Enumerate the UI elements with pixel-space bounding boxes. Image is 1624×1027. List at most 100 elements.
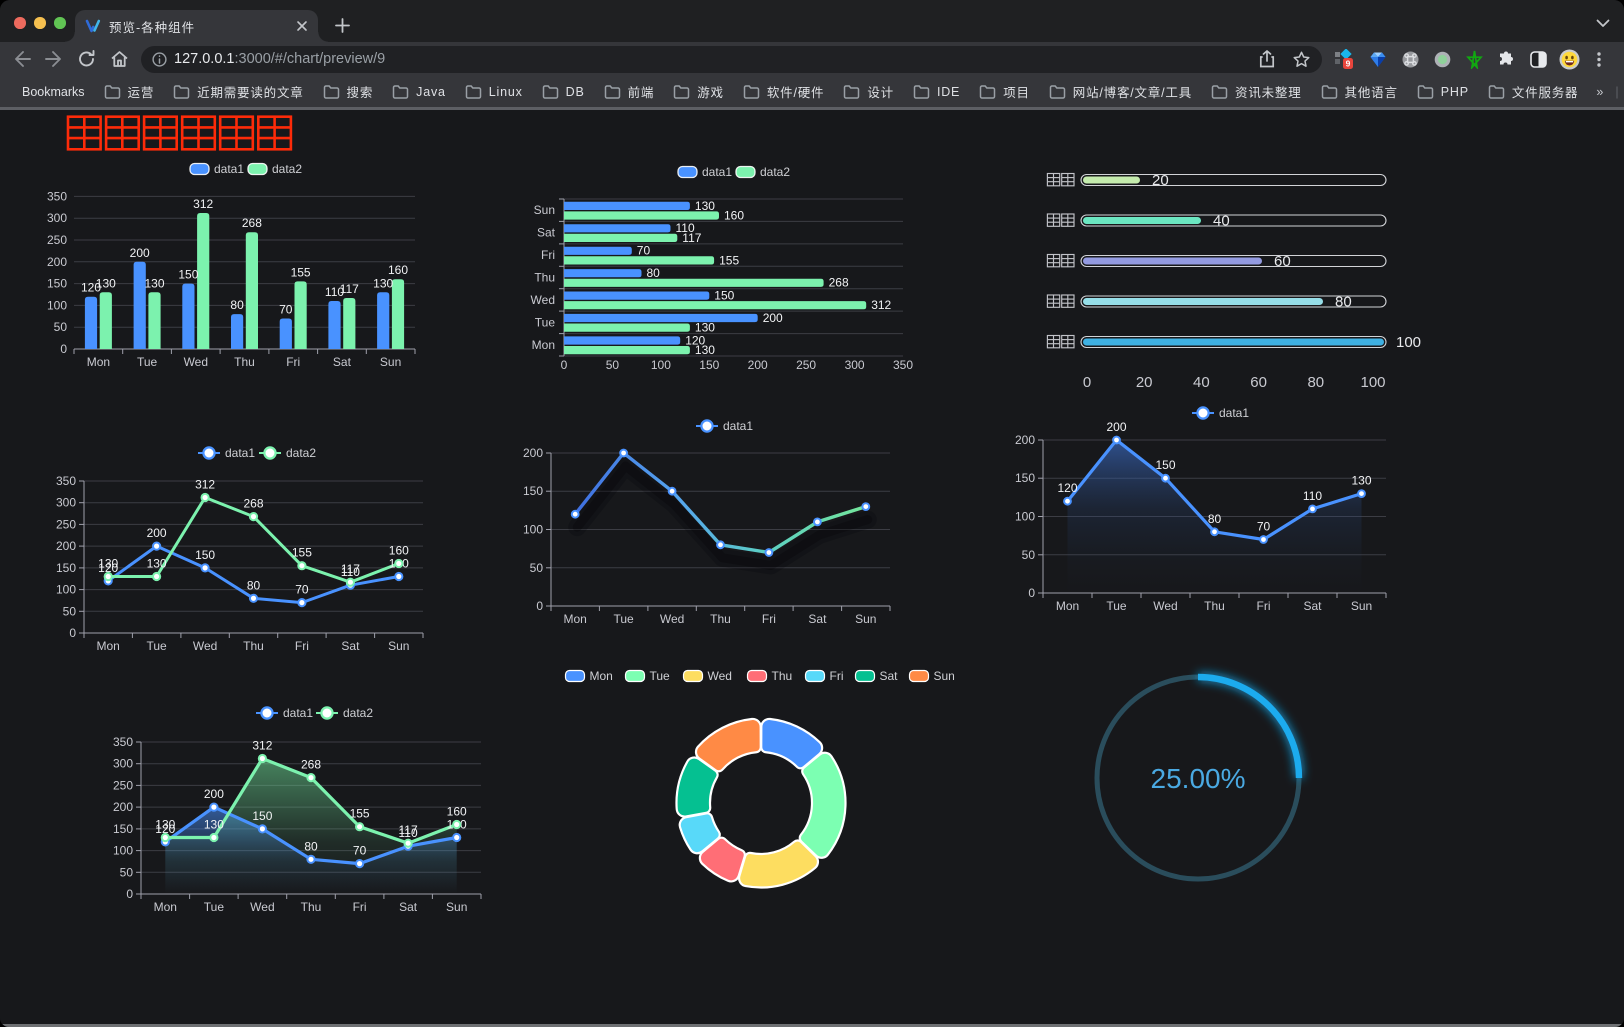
svg-text:0: 0 xyxy=(69,626,76,640)
svg-text:200: 200 xyxy=(130,246,150,260)
svg-text:130: 130 xyxy=(96,276,116,290)
svg-text:312: 312 xyxy=(193,197,213,211)
svg-text:312: 312 xyxy=(252,739,272,753)
svg-text:130: 130 xyxy=(695,199,715,213)
svg-text:80: 80 xyxy=(1307,374,1324,391)
svg-text:25.00%: 25.00% xyxy=(1151,763,1246,794)
svg-text:150: 150 xyxy=(178,268,198,282)
svg-text:80: 80 xyxy=(230,298,244,312)
svg-text:Fri: Fri xyxy=(541,248,555,262)
svg-text:120: 120 xyxy=(1057,481,1077,495)
svg-text:50: 50 xyxy=(606,358,620,372)
svg-text:Thu: Thu xyxy=(534,271,555,285)
svg-text:117: 117 xyxy=(399,823,418,837)
svg-text:Sat: Sat xyxy=(808,612,827,626)
svg-text:200: 200 xyxy=(523,446,543,460)
svg-text:350: 350 xyxy=(56,474,76,488)
svg-text:100: 100 xyxy=(1015,510,1035,524)
svg-text:150: 150 xyxy=(56,561,76,575)
svg-text:Mon: Mon xyxy=(154,900,177,914)
svg-text:70: 70 xyxy=(637,244,651,258)
svg-text:Wed: Wed xyxy=(1153,599,1177,613)
svg-text:50: 50 xyxy=(63,604,77,618)
svg-text:data2: data2 xyxy=(286,446,316,460)
svg-text:80: 80 xyxy=(304,839,318,853)
svg-text:data2: data2 xyxy=(343,706,373,720)
svg-text:Sun: Sun xyxy=(1351,599,1372,613)
svg-text:155: 155 xyxy=(292,546,312,560)
svg-text:Tue: Tue xyxy=(1106,599,1127,613)
svg-text:40: 40 xyxy=(1193,374,1210,391)
svg-text:Sun: Sun xyxy=(380,355,401,369)
svg-text:150: 150 xyxy=(47,277,67,291)
svg-text:0: 0 xyxy=(1028,586,1035,600)
svg-text:70: 70 xyxy=(279,303,293,317)
svg-text:Wed: Wed xyxy=(531,293,555,307)
svg-text:117: 117 xyxy=(340,282,359,296)
svg-text:Mon: Mon xyxy=(87,355,110,369)
svg-text:160: 160 xyxy=(447,805,467,819)
svg-text:80: 80 xyxy=(247,578,261,592)
svg-text:Wed: Wed xyxy=(660,612,684,626)
svg-text:130: 130 xyxy=(1351,474,1371,488)
svg-text:50: 50 xyxy=(120,865,134,879)
svg-text:Sun: Sun xyxy=(446,900,467,914)
svg-text:150: 150 xyxy=(252,809,272,823)
svg-text:Tue: Tue xyxy=(204,900,225,914)
svg-text:Mon: Mon xyxy=(1056,599,1079,613)
svg-text:200: 200 xyxy=(56,539,76,553)
svg-text:100: 100 xyxy=(56,583,76,597)
svg-text:312: 312 xyxy=(871,298,891,312)
svg-text:Sat: Sat xyxy=(333,355,352,369)
svg-text:60: 60 xyxy=(1250,374,1267,391)
svg-text:Mon: Mon xyxy=(564,612,587,626)
svg-text:Tue: Tue xyxy=(137,355,158,369)
svg-text:200: 200 xyxy=(763,311,783,325)
svg-text:Sat: Sat xyxy=(399,900,418,914)
svg-text:0: 0 xyxy=(561,358,568,372)
svg-text:200: 200 xyxy=(1015,433,1035,447)
svg-text:130: 130 xyxy=(98,557,118,571)
svg-text:120: 120 xyxy=(81,281,101,295)
svg-text:50: 50 xyxy=(1022,548,1036,562)
svg-text:155: 155 xyxy=(350,807,370,821)
svg-text:Wed: Wed xyxy=(193,639,217,653)
svg-text:268: 268 xyxy=(301,758,321,772)
svg-text:350: 350 xyxy=(113,735,133,749)
svg-text:110: 110 xyxy=(1303,489,1322,503)
svg-text:200: 200 xyxy=(1106,420,1126,434)
svg-text:268: 268 xyxy=(243,497,263,511)
svg-text:155: 155 xyxy=(291,265,311,279)
svg-text:100: 100 xyxy=(1360,374,1385,391)
svg-text:130: 130 xyxy=(373,276,393,290)
svg-text:250: 250 xyxy=(113,778,133,792)
svg-text:110: 110 xyxy=(399,826,418,840)
svg-text:0: 0 xyxy=(1083,374,1091,391)
svg-text:120: 120 xyxy=(155,822,175,836)
svg-text:100: 100 xyxy=(651,358,671,372)
svg-text:50: 50 xyxy=(530,561,544,575)
svg-text:130: 130 xyxy=(147,557,167,571)
svg-text:300: 300 xyxy=(113,757,133,771)
svg-text:100: 100 xyxy=(1396,334,1421,351)
svg-text:Thu: Thu xyxy=(234,355,255,369)
svg-text:Thu: Thu xyxy=(243,639,264,653)
svg-text:Sat: Sat xyxy=(880,669,899,683)
svg-text:data2: data2 xyxy=(272,162,302,176)
svg-text:Thu: Thu xyxy=(772,669,793,683)
svg-text:Fri: Fri xyxy=(830,669,844,683)
svg-text:70: 70 xyxy=(1257,520,1271,534)
svg-text:Mon: Mon xyxy=(97,639,120,653)
svg-text:312: 312 xyxy=(195,478,215,492)
svg-text:130: 130 xyxy=(144,276,164,290)
svg-text:200: 200 xyxy=(113,800,133,814)
svg-text:Sun: Sun xyxy=(855,612,876,626)
svg-text:120: 120 xyxy=(685,333,705,347)
svg-text:data1: data1 xyxy=(702,165,732,179)
svg-text:Sat: Sat xyxy=(341,639,360,653)
svg-text:data1: data1 xyxy=(1219,406,1249,420)
svg-text:80: 80 xyxy=(1335,294,1352,311)
svg-text:150: 150 xyxy=(523,484,543,498)
svg-text:268: 268 xyxy=(829,276,849,290)
svg-text:160: 160 xyxy=(388,263,408,277)
